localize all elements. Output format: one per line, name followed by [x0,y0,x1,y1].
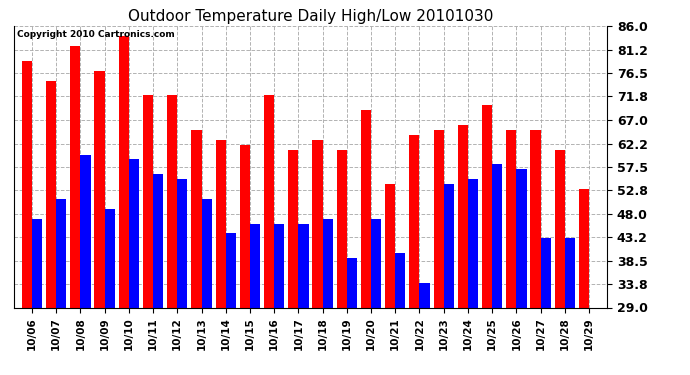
Bar [565,238,575,308]
Bar [468,179,478,308]
Bar [167,95,177,308]
Bar [288,150,298,308]
Bar [361,110,371,308]
Bar [313,140,323,308]
Bar [119,36,129,308]
Bar [95,70,105,308]
Bar [540,238,551,308]
Bar [191,130,201,308]
Bar [337,150,347,308]
Bar [46,81,56,308]
Bar [347,258,357,308]
Bar [129,159,139,308]
Bar [105,209,115,308]
Bar [409,135,420,308]
Bar [579,189,589,308]
Bar [240,145,250,308]
Bar [22,61,32,308]
Bar [531,130,540,308]
Bar [555,150,565,308]
Bar [226,234,236,308]
Bar [516,170,526,308]
Bar [444,184,454,308]
Bar [81,154,90,308]
Bar [143,95,153,308]
Bar [506,130,516,308]
Bar [395,253,406,308]
Bar [177,179,188,308]
Bar [56,199,66,308]
Bar [457,125,468,308]
Bar [153,174,164,308]
Bar [32,219,42,308]
Bar [323,219,333,308]
Bar [250,224,260,308]
Bar [215,140,226,308]
Bar [298,224,308,308]
Bar [70,46,81,308]
Bar [371,219,381,308]
Bar [274,224,284,308]
Bar [264,95,274,308]
Text: Copyright 2010 Cartronics.com: Copyright 2010 Cartronics.com [17,30,175,39]
Bar [433,130,444,308]
Title: Outdoor Temperature Daily High/Low 20101030: Outdoor Temperature Daily High/Low 20101… [128,9,493,24]
Bar [201,199,212,308]
Bar [492,164,502,308]
Bar [420,283,430,308]
Bar [385,184,395,308]
Bar [482,105,492,308]
